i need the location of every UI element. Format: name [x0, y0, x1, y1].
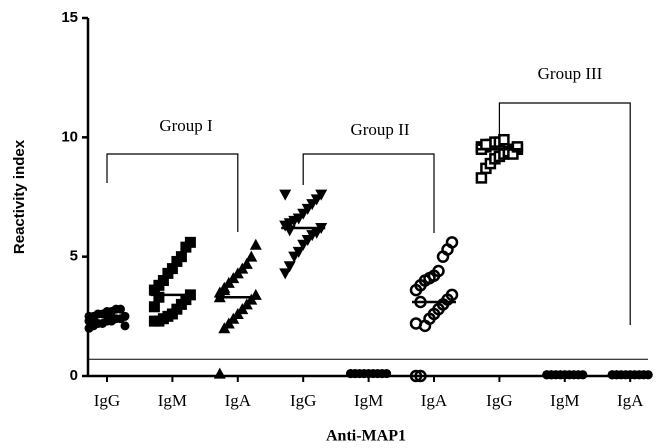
point: [157, 275, 169, 287]
point: [120, 321, 130, 331]
x-tick-label: IgM: [354, 391, 383, 410]
x-tick-label: IgA: [421, 391, 448, 410]
point: [292, 246, 305, 258]
group-bracket: [302, 153, 435, 233]
point: [480, 138, 492, 151]
point: [445, 236, 459, 249]
x-tick-label: IgA: [225, 391, 252, 410]
x-axis-title: Anti-MAP1: [326, 428, 406, 445]
x-tick-label: IgA: [617, 391, 644, 410]
point: [148, 301, 160, 313]
point: [175, 251, 187, 263]
x-tick-label: IgM: [550, 391, 579, 410]
point: [283, 261, 296, 273]
point: [414, 369, 427, 383]
group-label: Group III: [538, 64, 603, 83]
group-bracket: [498, 102, 631, 325]
point: [445, 288, 459, 302]
point: [475, 172, 488, 184]
point: [249, 238, 262, 250]
group-bracket: [106, 153, 239, 232]
point: [213, 367, 226, 379]
point: [153, 291, 165, 303]
point: [218, 284, 231, 296]
point: [409, 317, 423, 330]
y-tick-label: 5: [70, 248, 78, 265]
point: [279, 268, 292, 280]
point: [409, 369, 423, 383]
x-tick-label: IgG: [486, 391, 512, 410]
point: [184, 236, 196, 248]
point: [245, 250, 258, 262]
point: [315, 189, 328, 201]
group-label: Group II: [350, 120, 409, 139]
point: [279, 189, 292, 201]
y-tick-label: 10: [61, 128, 78, 145]
group-label: Group I: [159, 116, 213, 135]
point: [166, 263, 178, 275]
y-tick-label: 15: [61, 9, 78, 26]
point: [432, 264, 445, 278]
point: [498, 133, 510, 146]
point: [511, 141, 524, 153]
point: [240, 257, 253, 269]
x-tick-label: IgG: [94, 391, 120, 410]
x-tick-label: IgG: [290, 391, 316, 410]
point: [116, 304, 125, 314]
y-axis-title: Reactivity index: [11, 139, 28, 254]
x-tick-label: IgM: [158, 391, 187, 410]
y-tick-label: 0: [70, 367, 78, 384]
